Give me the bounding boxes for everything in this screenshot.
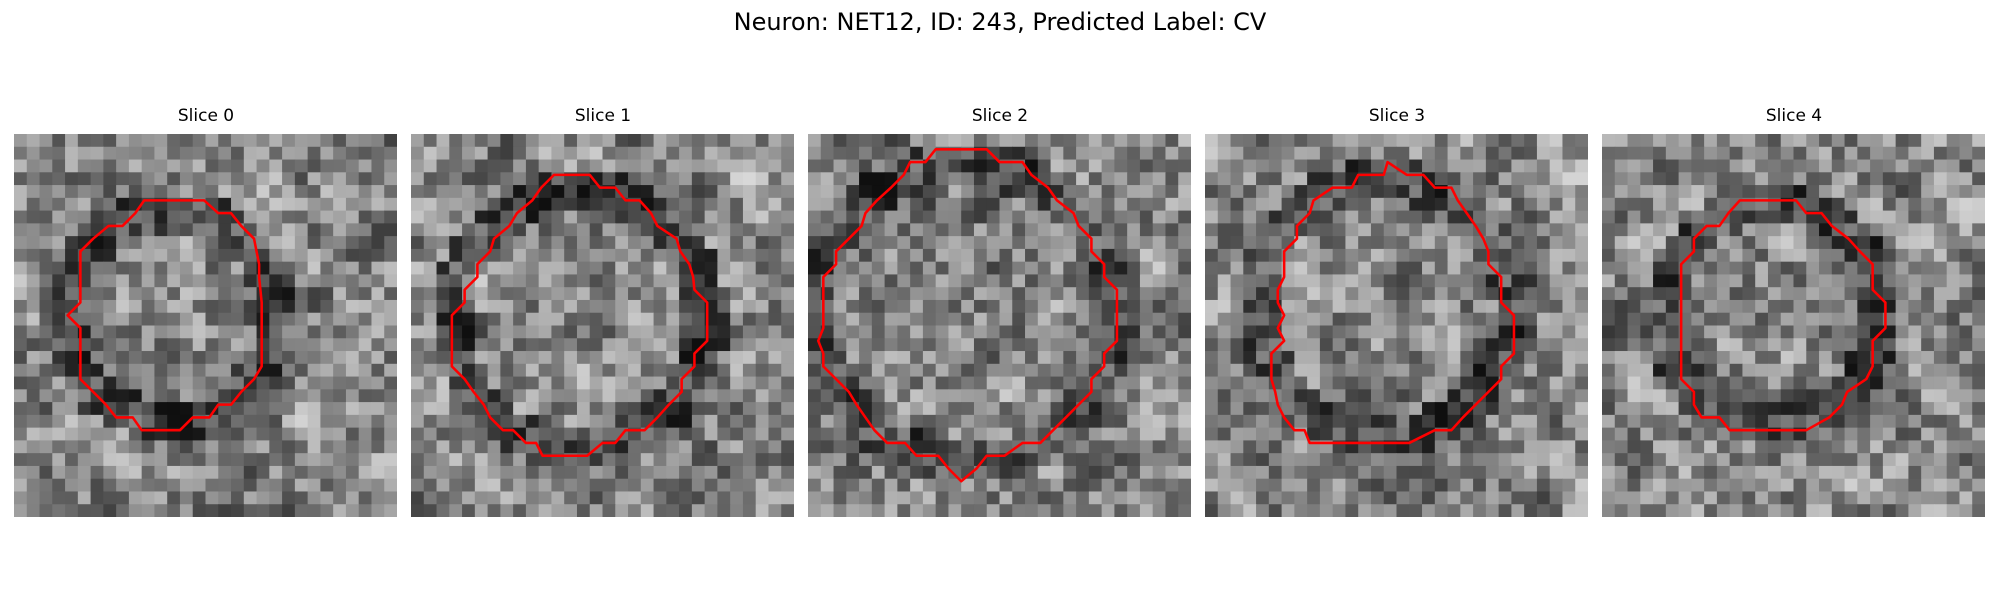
slice-title-1: Slice 1 bbox=[574, 106, 632, 126]
slice-panel-0: Slice 0 bbox=[14, 105, 398, 517]
slice-image-2 bbox=[808, 134, 1191, 517]
segmentation-contour bbox=[1270, 160, 1516, 445]
pixel-texture bbox=[1205, 134, 1588, 517]
segmentation-contour bbox=[450, 173, 709, 457]
slice-panel-4: Slice 4 bbox=[1602, 105, 1986, 517]
segmentation-contour bbox=[66, 199, 263, 432]
segmentation-contour bbox=[1679, 199, 1887, 432]
pixel-texture bbox=[14, 134, 397, 517]
slice-panel-3: Slice 3 bbox=[1205, 105, 1589, 517]
slice-image-0 bbox=[14, 134, 397, 517]
pixel-texture bbox=[1602, 134, 1985, 517]
slice-title-3: Slice 3 bbox=[1368, 106, 1426, 126]
figure-title: Neuron: NET12, ID: 243, Predicted Label:… bbox=[733, 8, 1267, 36]
slice-image-3 bbox=[1205, 134, 1588, 517]
slice-image-4 bbox=[1602, 134, 1985, 517]
slice-title-0: Slice 0 bbox=[177, 106, 235, 126]
slice-panel-2: Slice 2 bbox=[808, 105, 1192, 517]
slice-title-2: Slice 2 bbox=[971, 106, 1029, 126]
pixel-texture bbox=[808, 134, 1191, 517]
slice-panel-1: Slice 1 bbox=[411, 105, 795, 517]
slice-image-1 bbox=[411, 134, 794, 517]
slice-title-4: Slice 4 bbox=[1765, 106, 1823, 126]
segmentation-contour bbox=[816, 148, 1119, 483]
pixel-texture bbox=[411, 134, 794, 517]
